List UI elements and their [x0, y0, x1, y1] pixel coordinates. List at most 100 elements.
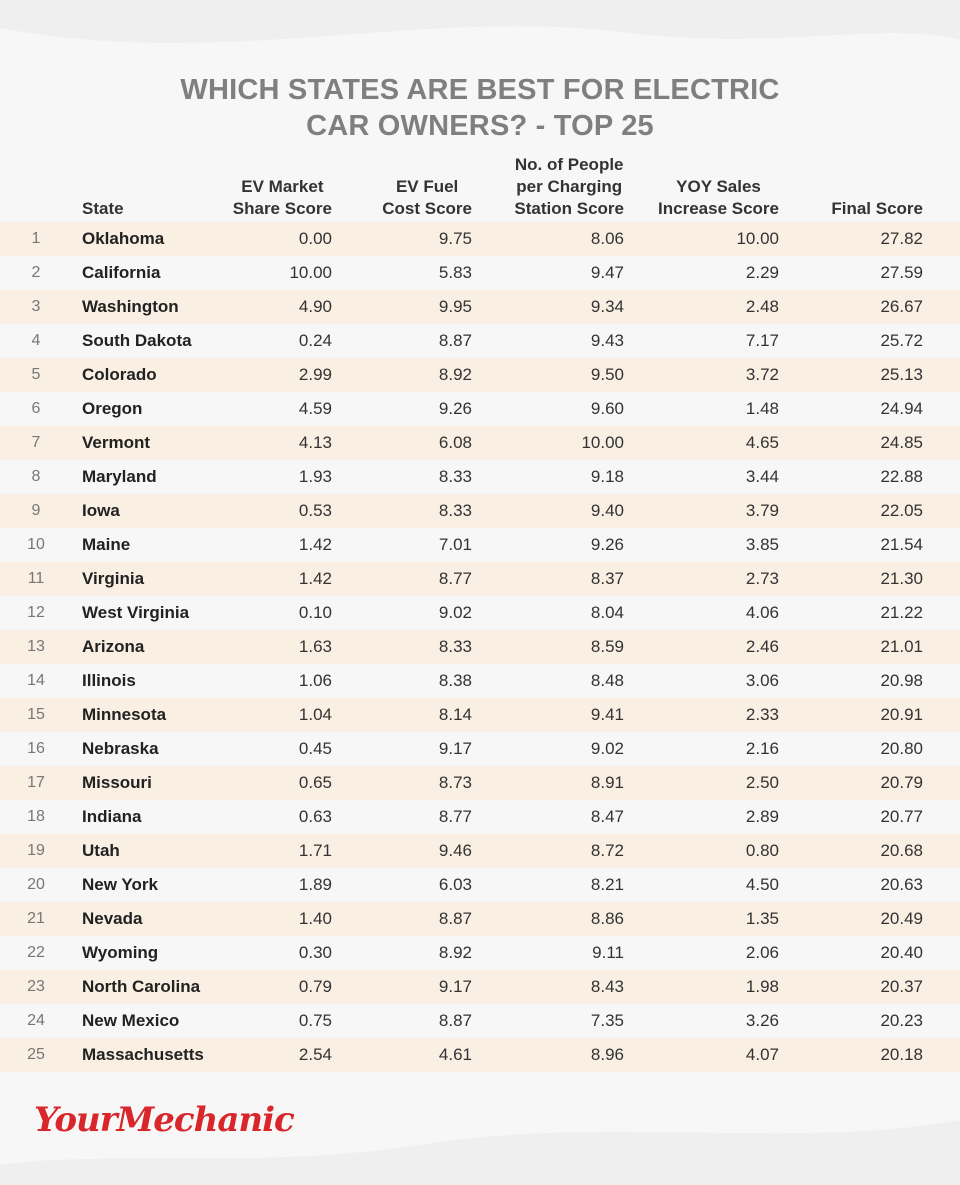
- charging-station-cell: 8.04: [590, 603, 624, 622]
- state-cell: Virginia: [82, 569, 145, 588]
- final-score-cell: 20.79: [880, 773, 923, 792]
- rank-cell: 10: [27, 536, 45, 553]
- yoy-sales-cell: 4.06: [745, 603, 779, 622]
- fuel-cost-cell: 8.87: [438, 1011, 472, 1030]
- final-score-cell: 20.80: [880, 739, 923, 758]
- charging-station-cell: 7.35: [590, 1011, 624, 1030]
- state-cell: New York: [82, 875, 158, 894]
- table-row: 5 Colorado 2.99 8.92 9.50 3.72 25.13: [0, 358, 960, 392]
- yoy-sales-cell: 3.44: [745, 467, 779, 486]
- table-row: 25 Massachusetts 2.54 4.61 8.96 4.07 20.18: [0, 1038, 960, 1072]
- table-row: 21 Nevada 1.40 8.87 8.86 1.35 20.49: [0, 902, 960, 936]
- charging-station-cell: 8.43: [590, 977, 624, 996]
- market-share-cell: 1.89: [298, 875, 332, 894]
- charging-station-cell: 9.11: [592, 943, 624, 962]
- yoy-sales-cell: 2.50: [745, 773, 779, 792]
- charging-station-cell: 8.37: [590, 569, 624, 588]
- fuel-cost-cell: 8.87: [438, 331, 472, 350]
- charging-station-cell: 8.06: [590, 229, 624, 248]
- rank-cell: 1: [31, 230, 41, 247]
- final-score-cell: 20.40: [880, 943, 923, 962]
- table-row: 10 Maine 1.42 7.01 9.26 3.85 21.54: [0, 528, 960, 562]
- state-cell: Colorado: [82, 365, 157, 384]
- header-state: State: [82, 198, 124, 220]
- rank-cell: 4: [31, 332, 41, 349]
- state-cell: Washington: [82, 297, 179, 316]
- final-score-cell: 20.63: [880, 875, 923, 894]
- table-row: 24 New Mexico 0.75 8.87 7.35 3.26 20.23: [0, 1004, 960, 1038]
- final-score-cell: 20.77: [880, 807, 923, 826]
- rank-cell: 12: [27, 604, 45, 621]
- charging-station-cell: 9.02: [590, 739, 624, 758]
- charging-station-cell: 9.26: [590, 535, 624, 554]
- state-cell: Maine: [82, 535, 131, 554]
- market-share-cell: 0.24: [298, 331, 332, 350]
- table-row: 13 Arizona 1.63 8.33 8.59 2.46 21.01: [0, 630, 960, 664]
- table-row: 17 Missouri 0.65 8.73 8.91 2.50 20.79: [0, 766, 960, 800]
- market-share-cell: 1.42: [298, 569, 332, 588]
- final-score-cell: 24.94: [880, 399, 923, 418]
- charging-station-cell: 9.43: [590, 331, 624, 350]
- fuel-cost-cell: 9.17: [438, 977, 472, 996]
- table-row: 23 North Carolina 0.79 9.17 8.43 1.98 20.37: [0, 970, 960, 1004]
- market-share-cell: 0.10: [298, 603, 332, 622]
- fuel-cost-cell: 9.26: [438, 399, 472, 418]
- table-row: 9 Iowa 0.53 8.33 9.40 3.79 22.05: [0, 494, 960, 528]
- yoy-sales-cell: 2.46: [745, 637, 779, 656]
- table-row: 14 Illinois 1.06 8.38 8.48 3.06 20.98: [0, 664, 960, 698]
- charging-station-cell: 9.50: [590, 365, 624, 384]
- yoy-sales-cell: 1.48: [745, 399, 779, 418]
- market-share-cell: 10.00: [289, 263, 332, 282]
- fuel-cost-cell: 8.14: [438, 705, 472, 724]
- rank-cell: 8: [31, 468, 41, 485]
- yoy-sales-cell: 3.79: [745, 501, 779, 520]
- header-yoy-sales: YOY Sales Increase Score: [658, 176, 779, 220]
- table-row: 4 South Dakota 0.24 8.87 9.43 7.17 25.72: [0, 324, 960, 358]
- yourmechanic-logo: YourMechanic: [34, 1100, 295, 1140]
- final-score-cell: 25.72: [880, 331, 923, 350]
- yoy-sales-cell: 4.07: [745, 1045, 779, 1064]
- rank-cell: 17: [27, 774, 45, 791]
- fuel-cost-cell: 8.87: [438, 909, 472, 928]
- header-fuel-cost-line-1: EV Fuel: [395, 177, 459, 196]
- final-score-cell: 21.01: [880, 637, 923, 656]
- market-share-cell: 2.54: [298, 1045, 332, 1064]
- final-score-cell: 20.23: [880, 1011, 923, 1030]
- rank-cell: 24: [27, 1012, 45, 1029]
- market-share-cell: 2.99: [298, 365, 332, 384]
- table-row: 12 West Virginia 0.10 9.02 8.04 4.06 21.22: [0, 596, 960, 630]
- final-score-cell: 20.49: [880, 909, 923, 928]
- yoy-sales-cell: 2.73: [745, 569, 779, 588]
- state-cell: California: [82, 263, 161, 282]
- state-cell: Missouri: [82, 773, 152, 792]
- header-final-score-label: Final Score: [831, 199, 923, 218]
- table-row: 7 Vermont 4.13 6.08 10.00 4.65 24.85: [0, 426, 960, 460]
- state-cell: Iowa: [82, 501, 120, 520]
- state-cell: Oregon: [82, 399, 143, 418]
- header-fuel-cost-line-2: Cost Score: [382, 199, 472, 218]
- market-share-cell: 1.42: [298, 535, 332, 554]
- final-score-cell: 24.85: [880, 433, 923, 452]
- header-yoy-sales-line-1: YOY Sales: [676, 177, 761, 196]
- final-score-cell: 20.98: [880, 671, 923, 690]
- state-cell: Utah: [82, 841, 120, 860]
- yoy-sales-cell: 2.89: [745, 807, 779, 826]
- rank-cell: 22: [27, 944, 45, 961]
- yoy-sales-cell: 4.65: [745, 433, 779, 452]
- table-row: 16 Nebraska 0.45 9.17 9.02 2.16 20.80: [0, 732, 960, 766]
- table-row: 15 Minnesota 1.04 8.14 9.41 2.33 20.91: [0, 698, 960, 732]
- table-body: 1 Oklahoma 0.00 9.75 8.06 10.00 27.82 2 Californ…: [0, 222, 960, 1072]
- table-row: 1 Oklahoma 0.00 9.75 8.06 10.00 27.82: [0, 222, 960, 256]
- header-market-share: EV Market Share Score: [233, 176, 332, 220]
- market-share-cell: 0.45: [298, 739, 332, 758]
- rank-cell: 9: [31, 502, 41, 519]
- yoy-sales-cell: 3.06: [745, 671, 779, 690]
- fuel-cost-cell: 9.75: [438, 229, 472, 248]
- final-score-cell: 22.05: [880, 501, 923, 520]
- charging-station-cell: 9.41: [590, 705, 624, 724]
- charging-station-cell: 8.59: [590, 637, 624, 656]
- fuel-cost-cell: 8.38: [438, 671, 472, 690]
- market-share-cell: 1.04: [298, 705, 332, 724]
- market-share-cell: 0.63: [298, 807, 332, 826]
- header-charging-station-line-3: Station Score: [514, 199, 624, 218]
